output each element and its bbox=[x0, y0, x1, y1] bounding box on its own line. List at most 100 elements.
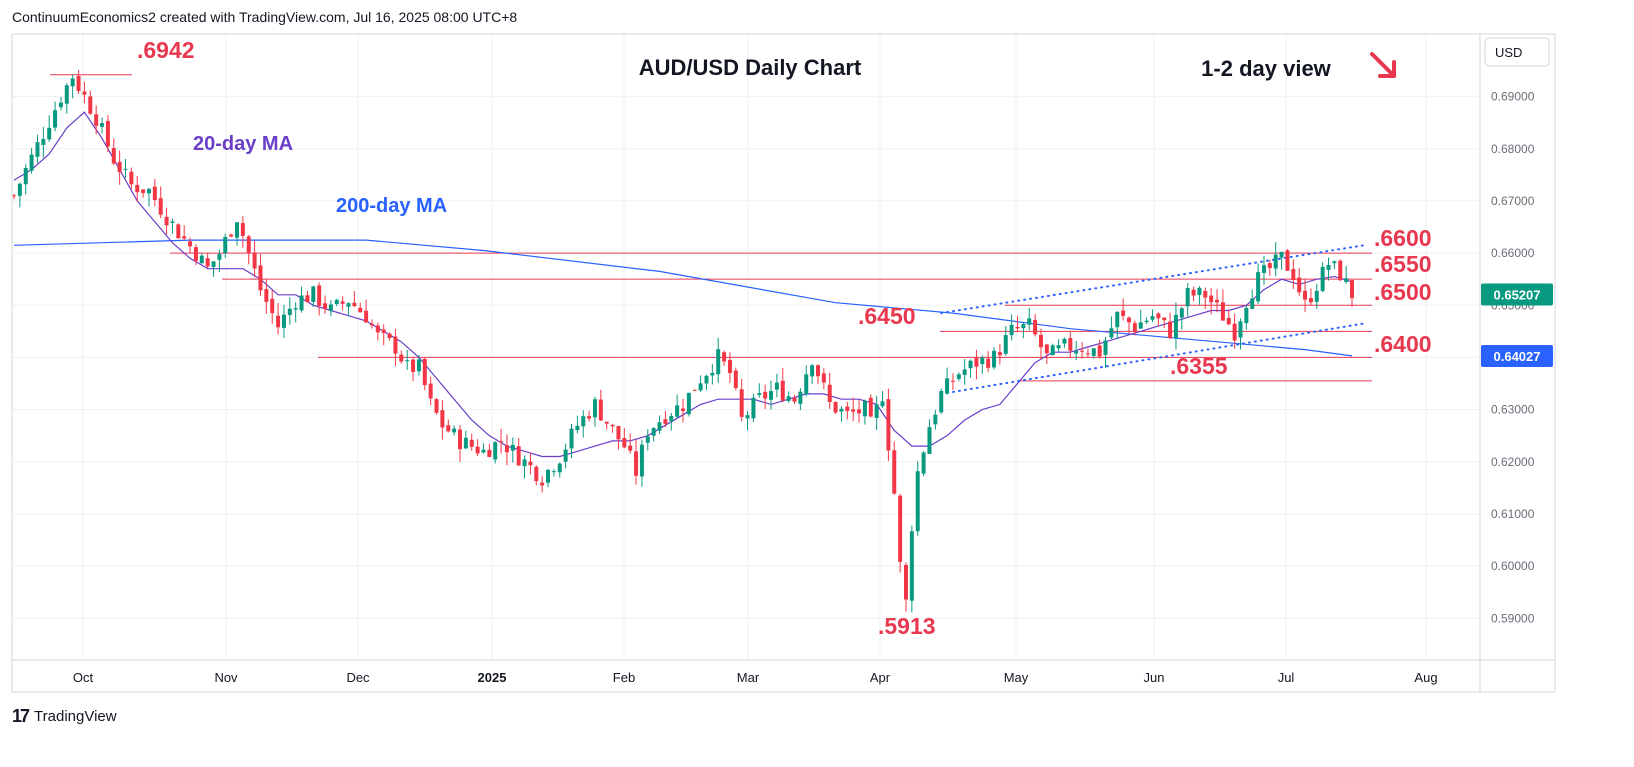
candle-body bbox=[639, 444, 644, 477]
candle-body bbox=[1297, 277, 1302, 293]
candle-body bbox=[1291, 269, 1296, 280]
candle-body bbox=[205, 258, 210, 267]
support-resistance-levels bbox=[50, 74, 1372, 382]
candle-body bbox=[287, 308, 292, 316]
candle-body bbox=[258, 265, 263, 291]
x-tick-label: Apr bbox=[870, 670, 891, 685]
candle-body bbox=[176, 224, 181, 239]
candle-body bbox=[1097, 345, 1102, 357]
candle-body bbox=[528, 461, 533, 466]
tradingview-brand[interactable]: 17 TradingView bbox=[12, 705, 117, 727]
candle-body bbox=[129, 171, 134, 185]
currency-label: USD bbox=[1495, 45, 1522, 60]
candle-body bbox=[1285, 250, 1290, 271]
candle-body bbox=[540, 482, 545, 486]
candle-body bbox=[1338, 260, 1343, 281]
candle-body bbox=[411, 359, 416, 372]
candle-body bbox=[563, 449, 568, 462]
candle-body bbox=[833, 402, 838, 413]
y-tick-label: 0.62000 bbox=[1491, 455, 1535, 469]
low-annotation: .5913 bbox=[878, 613, 936, 639]
candle-body bbox=[757, 393, 762, 395]
candle-body bbox=[416, 359, 421, 372]
candle-body bbox=[598, 399, 603, 421]
x-tick-label: May bbox=[1004, 670, 1029, 685]
candle-body bbox=[235, 222, 239, 238]
candle-body bbox=[745, 415, 750, 419]
level-label: .6500 bbox=[1374, 279, 1432, 305]
candle-body bbox=[76, 76, 81, 91]
candle-body bbox=[1244, 307, 1249, 324]
candle-body bbox=[1091, 348, 1096, 356]
x-tick-label: Aug bbox=[1414, 670, 1437, 685]
candle-body bbox=[1033, 319, 1038, 335]
candle-body bbox=[305, 295, 310, 303]
candle-body bbox=[105, 120, 110, 147]
candle-body bbox=[651, 428, 656, 436]
candle-body bbox=[1080, 350, 1085, 352]
candle-body bbox=[1273, 254, 1278, 269]
candle-body bbox=[1009, 324, 1014, 336]
candle-body bbox=[904, 564, 908, 600]
chart-grid bbox=[12, 34, 1480, 660]
candle-body bbox=[792, 397, 797, 402]
candle-body bbox=[510, 444, 515, 451]
candle-body bbox=[1332, 261, 1337, 264]
candle-body bbox=[956, 374, 961, 379]
candle-body bbox=[293, 308, 298, 310]
candle-body bbox=[804, 374, 809, 395]
x-tick-label: 2025 bbox=[478, 670, 507, 685]
chart-axes: 0.690000.680000.670000.660000.650000.640… bbox=[11, 33, 1556, 693]
candle-body bbox=[592, 399, 597, 418]
candle-body bbox=[458, 429, 462, 450]
candle-body bbox=[892, 450, 897, 494]
candle-body bbox=[1326, 265, 1331, 270]
candle-body bbox=[786, 396, 791, 401]
candle-body bbox=[1256, 272, 1261, 302]
ma200-line bbox=[13, 239, 1353, 357]
candle-body bbox=[1179, 308, 1184, 318]
view-label: 1-2 day view bbox=[1201, 56, 1332, 81]
candle-body bbox=[1062, 338, 1067, 344]
candle-body bbox=[1232, 323, 1237, 341]
candle-body bbox=[1215, 299, 1220, 303]
candle-body bbox=[710, 372, 715, 376]
currency-box bbox=[1484, 37, 1550, 67]
tradingview-brand-label: TradingView bbox=[34, 707, 117, 725]
candle-body bbox=[434, 399, 439, 413]
candle-body bbox=[164, 216, 169, 226]
candle-body bbox=[158, 198, 163, 215]
x-tick-label: Mar bbox=[737, 670, 760, 685]
candle-body bbox=[968, 360, 973, 369]
candle-body bbox=[733, 370, 738, 389]
candle-body bbox=[100, 123, 105, 127]
candle-body bbox=[393, 336, 398, 354]
candle-body bbox=[117, 161, 122, 173]
candle-body bbox=[950, 380, 955, 382]
candle-body bbox=[217, 253, 222, 260]
candle-body bbox=[270, 298, 275, 314]
x-tick-label: Jun bbox=[1144, 670, 1165, 685]
candle-body bbox=[1226, 317, 1231, 325]
candle-body bbox=[1021, 324, 1026, 329]
candle-body bbox=[323, 303, 328, 309]
candle-body bbox=[874, 404, 879, 418]
high-annotation: .6942 bbox=[137, 37, 195, 63]
candle-body bbox=[622, 438, 627, 448]
candle-body bbox=[1314, 290, 1319, 302]
candle-body bbox=[798, 391, 803, 404]
candle-body bbox=[669, 416, 674, 422]
candle-body bbox=[616, 426, 621, 440]
candle-body bbox=[692, 389, 697, 391]
candle-body bbox=[1003, 335, 1008, 354]
channel-top-line bbox=[940, 244, 1365, 315]
x-tick-label: Nov bbox=[214, 670, 238, 685]
x-tick-label: Oct bbox=[73, 670, 94, 685]
candle-body bbox=[1250, 298, 1255, 309]
candle-body bbox=[516, 446, 521, 466]
candle-body bbox=[469, 439, 474, 447]
candle-body bbox=[229, 234, 234, 237]
channel-bottom-line bbox=[940, 322, 1365, 395]
candle-body bbox=[358, 307, 363, 313]
